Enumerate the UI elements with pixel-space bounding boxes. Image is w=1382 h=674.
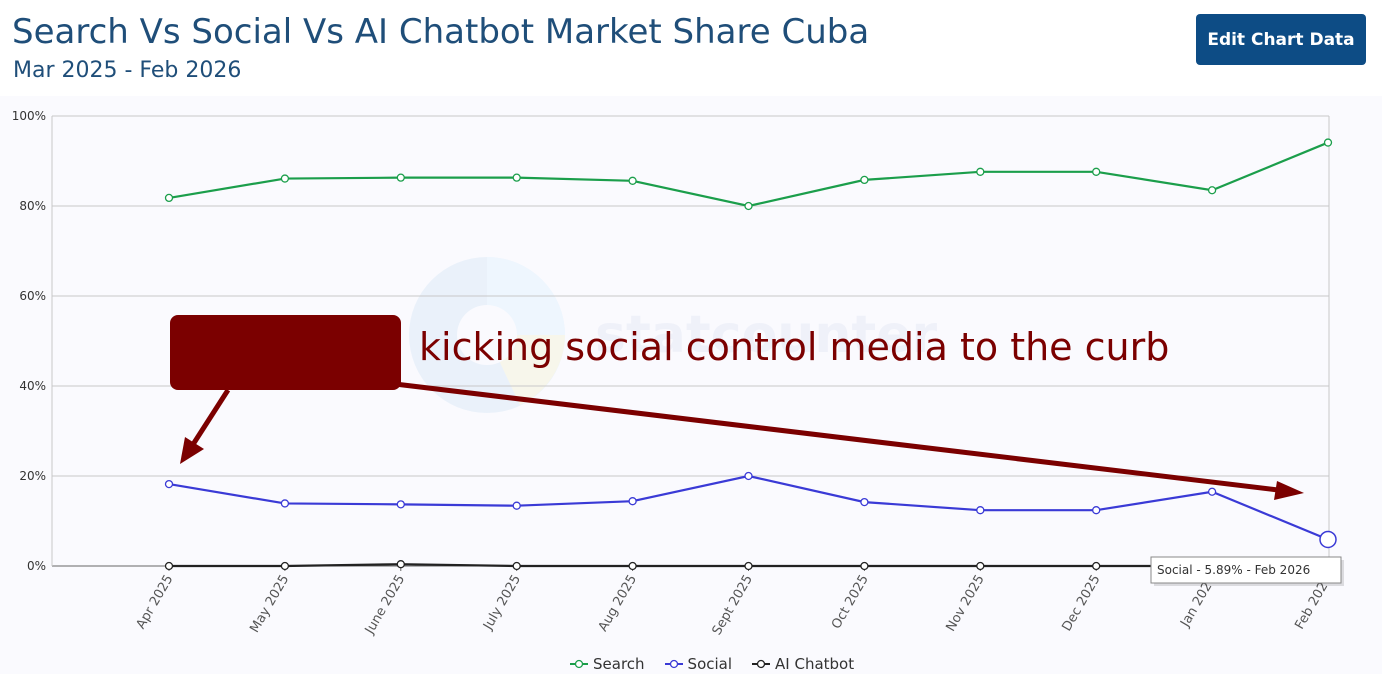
- x-tick-label: Aug 2025: [596, 573, 640, 635]
- data-point: [976, 506, 985, 515]
- legend-item[interactable]: Search: [570, 655, 645, 673]
- series-line: [168, 141, 1329, 208]
- y-tick-label: 100%: [12, 109, 46, 123]
- chart-title: Search Vs Social Vs AI Chatbot Market Sh…: [12, 12, 870, 52]
- legend-label: AI Chatbot: [775, 655, 855, 673]
- data-point: [1323, 138, 1333, 147]
- annotation-arrow-shaft: [189, 388, 231, 448]
- data-point: [512, 501, 521, 510]
- legend-marker-icon: [570, 659, 588, 669]
- data-point: [744, 201, 753, 211]
- x-tick-label: Oct 2025: [829, 573, 872, 632]
- y-tick-label: 0%: [27, 559, 46, 573]
- series-line: [168, 474, 1329, 541]
- watermark-text: statcounter: [595, 305, 937, 365]
- data-point: [1319, 530, 1337, 549]
- data-point: [280, 174, 290, 183]
- data-point: [1207, 487, 1217, 496]
- data-point: [164, 561, 174, 571]
- legend-marker-icon: [752, 659, 771, 669]
- data-point: [512, 173, 521, 182]
- data-point: [1092, 561, 1101, 571]
- y-tick-label: 40%: [19, 379, 46, 393]
- data-point: [628, 497, 637, 506]
- data-point: [860, 561, 869, 571]
- tooltip-box: [1150, 556, 1342, 584]
- data-point: [164, 193, 174, 203]
- data-point: [1092, 506, 1101, 515]
- y-tick-label: 60%: [19, 289, 46, 303]
- data-point: [512, 561, 521, 571]
- watermark-slice: [487, 335, 565, 405]
- legend-label: Search: [593, 655, 645, 673]
- data-point: [280, 561, 290, 571]
- data-point: [280, 499, 290, 508]
- data-point: [744, 471, 753, 481]
- data-point: [396, 560, 405, 569]
- annotation-arrow-shaft: [394, 381, 1279, 493]
- annotation-text: kicking social control media to the curb: [419, 325, 1169, 369]
- x-tick-label: July 2025: [480, 573, 524, 634]
- x-tick-label: Sept 2025: [710, 573, 756, 638]
- data-point: [396, 500, 405, 509]
- y-tick-label: 20%: [19, 469, 46, 483]
- data-point: [976, 167, 985, 176]
- annotation-box: [170, 315, 401, 390]
- x-tick-label: Apr 2025: [134, 573, 177, 632]
- annotation-arrowhead: [1274, 481, 1304, 500]
- legend: Search Social AI Chatbot: [570, 655, 854, 673]
- annotation-arrowhead: [180, 437, 204, 464]
- x-tick-label: June 2025: [362, 573, 408, 638]
- legend-marker-icon: [664, 659, 683, 669]
- data-point: [628, 176, 637, 185]
- legend-item[interactable]: AI Chatbot: [752, 655, 854, 673]
- data-point: [164, 479, 174, 489]
- data-point: [628, 561, 637, 571]
- chart-subtitle: Mar 2025 - Feb 2026: [13, 58, 242, 83]
- legend-label: Social: [687, 655, 733, 673]
- data-point: [1092, 167, 1101, 176]
- x-tick-label: May 2025: [247, 573, 292, 636]
- data-point: [744, 561, 753, 571]
- watermark-hole: [457, 305, 517, 365]
- legend-item[interactable]: Social: [664, 655, 733, 673]
- edit-chart-data-button[interactable]: Edit Chart Data: [1196, 14, 1366, 65]
- x-tick-label: Nov 2025: [943, 573, 987, 635]
- data-point: [860, 175, 869, 185]
- x-tick-label: Dec 2025: [1059, 573, 1103, 635]
- y-tick-label: 80%: [19, 199, 46, 213]
- data-point: [1207, 186, 1217, 195]
- tooltip-text: Social - 5.89% - Feb 2026: [1157, 563, 1310, 577]
- data-point: [976, 561, 985, 571]
- data-point: [396, 173, 405, 182]
- data-point: [860, 497, 869, 507]
